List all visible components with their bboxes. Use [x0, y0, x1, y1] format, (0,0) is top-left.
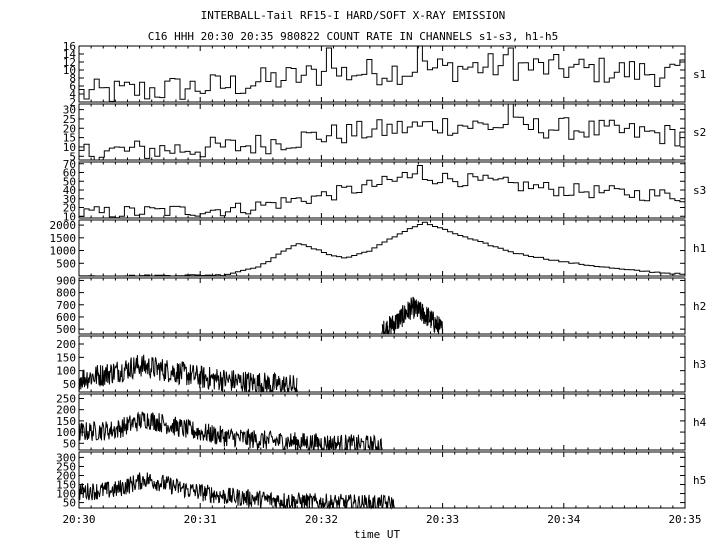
y-tick-label: 50 — [63, 437, 76, 450]
y-tick-label: 100 — [56, 426, 76, 439]
channel-label-s2: s2 — [693, 126, 706, 139]
x-tick-label: 20:31 — [184, 513, 217, 526]
chart-subtitle: C16 HHH 20:30 20:35 980822 COUNT RATE IN… — [148, 30, 559, 43]
y-tick-label: 2 — [69, 96, 76, 109]
y-tick-label: 70 — [63, 158, 76, 171]
y-tick-label: 500 — [56, 257, 76, 270]
y-tick-label: 250 — [56, 460, 76, 473]
y-tick-label: 20 — [63, 202, 76, 215]
channel-label-h1: h1 — [693, 242, 706, 255]
y-tick-label: 150 — [56, 351, 76, 364]
x-axis: 20:30 20:31 20:32 20:33 20:34 20:35 — [62, 513, 701, 526]
y-tick-label: 12 — [63, 56, 76, 69]
channel-label-h5: h5 — [693, 474, 706, 487]
y-tick-label: 60 — [63, 167, 76, 180]
panel-frame — [78, 335, 686, 393]
series-h2 — [381, 296, 443, 335]
series-h3 — [78, 354, 298, 393]
series-h4 — [78, 411, 383, 451]
series-s1 — [79, 45, 685, 102]
y-tick-label: 16 — [63, 40, 76, 53]
y-tick-label: 100 — [56, 365, 76, 378]
y-tick-label: 2000 — [50, 219, 77, 232]
channel-label-s3: s3 — [693, 184, 706, 197]
y-tick-label: 8 — [69, 72, 76, 85]
y-tick-label: 10 — [63, 141, 76, 154]
y-tick-label: 600 — [56, 311, 76, 324]
x-tick-label: 20:33 — [426, 513, 459, 526]
y-tick-label: 40 — [63, 184, 76, 197]
y-tick-label: 150 — [56, 415, 76, 428]
y-tick-label: 30 — [63, 104, 76, 117]
panel-frame — [78, 219, 686, 277]
series-h5 — [78, 472, 395, 510]
x-axis-label: time UT — [354, 528, 401, 541]
x-tick-label: 20:34 — [547, 513, 580, 526]
y-tick-label: 1000 — [50, 245, 77, 258]
y-tick-label: 900 — [56, 274, 76, 287]
panel-frame — [78, 393, 686, 451]
y-tick-label: 500 — [56, 323, 76, 336]
y-tick-label: 200 — [56, 338, 76, 351]
y-tick-label: 4 — [69, 88, 76, 101]
x-tick-label: 20:32 — [305, 513, 338, 526]
series-s2 — [79, 103, 685, 161]
y-tick-label: 5 — [69, 150, 76, 163]
y-tick-label: 50 — [63, 175, 76, 188]
y-tick-label: 30 — [63, 193, 76, 206]
channel-label-h3: h3 — [693, 358, 706, 371]
y-tick-label: 1500 — [50, 232, 77, 245]
panels: 246810121416s151015202530s21020304050607… — [50, 40, 707, 510]
channel-label-h4: h4 — [693, 416, 707, 429]
y-tick-label: 15 — [63, 132, 76, 145]
series-h1 — [79, 221, 685, 277]
y-tick-label: 100 — [56, 488, 76, 501]
y-tick-label: 6 — [69, 80, 76, 93]
y-tick-label: 150 — [56, 479, 76, 492]
y-tick-label: 20 — [63, 122, 76, 135]
y-tick-label: 300 — [56, 451, 76, 464]
y-tick-label: 50 — [63, 378, 76, 391]
y-tick-label: 25 — [63, 113, 76, 126]
series-s3 — [79, 165, 685, 219]
y-tick-label: 700 — [56, 299, 76, 312]
chart-title: INTERBALL-Tail RF15-I HARD/SOFT X-RAY EM… — [201, 9, 506, 22]
x-tick-label: 20:35 — [668, 513, 701, 526]
x-tick-label: 20:30 — [62, 513, 95, 526]
y-tick-label: 10 — [63, 64, 76, 77]
channel-label-s1: s1 — [693, 68, 706, 81]
y-tick-label: 14 — [63, 48, 77, 61]
y-tick-label: 10 — [63, 210, 76, 223]
y-tick-label: 200 — [56, 404, 76, 417]
channel-label-h2: h2 — [693, 300, 706, 313]
y-tick-label: 200 — [56, 469, 76, 482]
y-tick-label: 800 — [56, 287, 76, 300]
y-tick-label: 50 — [63, 497, 76, 510]
y-tick-label: 250 — [56, 392, 76, 405]
